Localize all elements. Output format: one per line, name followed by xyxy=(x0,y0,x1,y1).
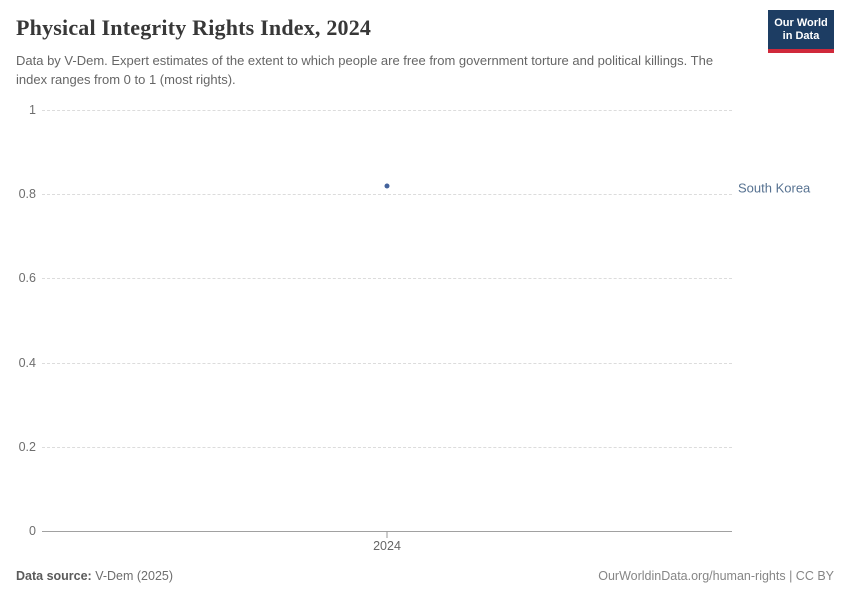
data-point[interactable] xyxy=(384,183,390,189)
y-tick-label: 0.8 xyxy=(18,187,36,202)
y-tick-label: 0.2 xyxy=(18,439,36,454)
gridline xyxy=(42,194,732,196)
entity-label[interactable]: South Korea xyxy=(738,180,811,196)
owid-logo-line1: Our World xyxy=(774,16,828,29)
credit-link[interactable]: OurWorldinData.org/human-rights | CC BY xyxy=(598,569,834,583)
owid-logo-line2: in Data xyxy=(782,29,820,42)
y-tick-label: 0.4 xyxy=(18,355,36,370)
y-tick-label: 1 xyxy=(29,103,36,117)
chart-subtitle: Data by V-Dem. Expert estimates of the e… xyxy=(16,53,714,87)
x-tick-mark xyxy=(386,531,388,538)
data-source: Data source: V-Dem (2025) xyxy=(16,569,173,583)
chart-footer: Data source: V-Dem (2025) OurWorldinData… xyxy=(16,569,834,583)
gridline xyxy=(42,362,732,364)
y-tick-label: 0 xyxy=(29,524,36,538)
data-source-value: V-Dem (2025) xyxy=(95,569,174,583)
gridline xyxy=(42,110,732,111)
owid-logo[interactable]: Our World in Data xyxy=(768,10,834,53)
gridline xyxy=(42,278,732,280)
chart-title: Physical Integrity Rights Index, 2024 xyxy=(16,15,372,40)
y-tick-label: 0.6 xyxy=(18,271,36,286)
data-source-label: Data source: xyxy=(16,569,92,583)
gridline xyxy=(42,446,732,448)
x-tick-label: 2024 xyxy=(373,539,401,553)
